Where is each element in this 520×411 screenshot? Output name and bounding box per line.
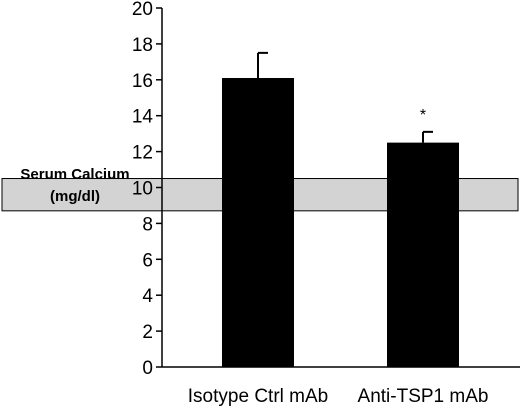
y-tick-label: 16 bbox=[132, 71, 153, 92]
y-tick-label: 4 bbox=[142, 286, 153, 307]
significance-marker: * bbox=[420, 107, 426, 124]
error-bar-1 bbox=[257, 51, 268, 79]
y-tick-label: 14 bbox=[132, 107, 154, 128]
y-tick-label: 18 bbox=[132, 35, 153, 56]
y-tick-label: 20 bbox=[132, 0, 153, 20]
y-axis-label-line-2: (mg/dl) bbox=[50, 188, 100, 205]
y-tick-label: 2 bbox=[142, 322, 153, 343]
y-tick-label: 0 bbox=[142, 358, 153, 379]
x-tick-label: Isotype Ctrl mAb bbox=[188, 386, 328, 407]
y-tick-label: 6 bbox=[142, 250, 153, 271]
bar-2 bbox=[387, 142, 459, 367]
x-tick-label: Anti-TSP1 mAb bbox=[358, 386, 489, 407]
y-tick-label: 10 bbox=[132, 179, 153, 200]
y-tick-label: 12 bbox=[132, 143, 153, 164]
y-axis-label-line-1: Serum Calcium bbox=[20, 166, 130, 183]
error-bar-2 bbox=[422, 130, 433, 143]
bar-1 bbox=[222, 78, 294, 367]
y-tick-label: 8 bbox=[142, 214, 153, 235]
